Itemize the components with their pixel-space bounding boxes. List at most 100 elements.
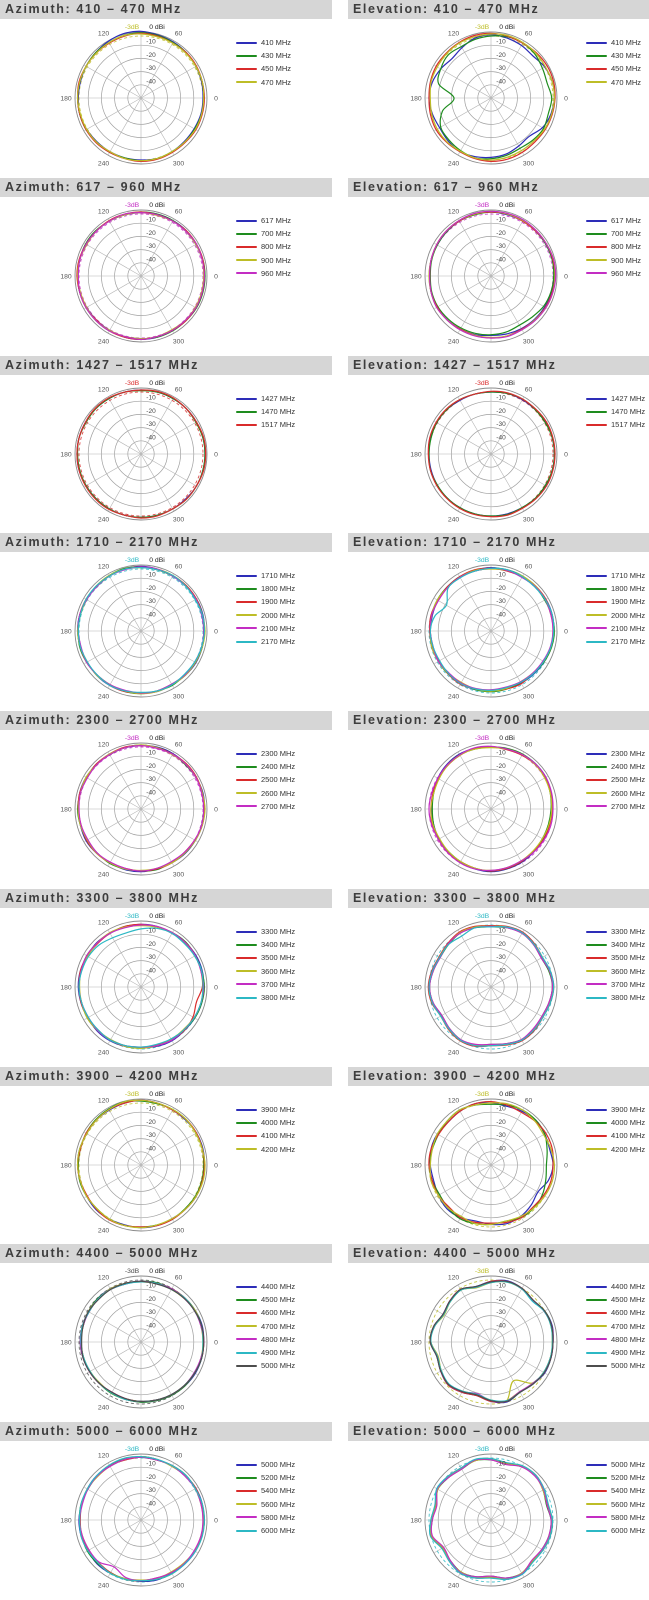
angle-tick-label: 300 (173, 1404, 185, 1411)
polar-grid-spoke (83, 1486, 199, 1554)
legend-label: 1517 MHz (261, 420, 296, 430)
minus3db-label: -3dB (125, 557, 140, 564)
radial-tick-label: -20 (146, 52, 156, 59)
radial-tick-label: -20 (496, 1296, 506, 1303)
legend-label: 5200 MHz (611, 1473, 646, 1483)
legend-label: 4600 MHz (261, 1308, 296, 1318)
legend-item: 2700 MHz (236, 800, 295, 813)
azimuth-header: Azimuth: 410 – 470 MHz (0, 0, 332, 19)
legend-line-swatch (236, 614, 257, 617)
angle-tick-label: 300 (523, 516, 535, 523)
legend-line-swatch (586, 752, 607, 755)
legend-label: 900 MHz (611, 255, 642, 265)
legend-label: 2400 MHz (261, 762, 296, 772)
legend-label: 4000 MHz (611, 1118, 646, 1128)
legend-label: 1800 MHz (611, 584, 646, 594)
legend-line-swatch (236, 956, 257, 959)
radial-tick-label: -10 (496, 1106, 506, 1113)
legend-item: 3500 MHz (586, 951, 645, 964)
radial-tick-label: -10 (146, 395, 156, 402)
angle-tick-label: 240 (98, 1582, 110, 1589)
zero-dbi-label: 0 dBi (149, 1091, 165, 1098)
angle-tick-label: 120 (448, 1452, 460, 1459)
legend-line-swatch (236, 996, 257, 999)
angle-tick-label: 300 (523, 338, 535, 345)
zero-dbi-label: 0 dBi (149, 1268, 165, 1275)
legend-item: 4900 MHz (586, 1346, 645, 1359)
angle-tick-label: 300 (523, 1227, 535, 1234)
angle-tick-label: 240 (98, 338, 110, 345)
legend-line-swatch (586, 1325, 607, 1328)
angle-tick-label: 300 (173, 871, 185, 878)
angle-tick-label: 240 (448, 1049, 460, 1056)
legend-line-swatch (236, 219, 257, 222)
band-row: Azimuth: 5000 – 6000 MHz Elevation: 5000 … (0, 1422, 649, 1600)
radial-tick-label: -10 (496, 39, 506, 46)
elevation-polar-chart: 0 60 120 180 240 300 -10 -20 -30 -40 0 dBi -3dB (410, 735, 568, 878)
polar-charts-canvas: 0 60 120 180 240 300 -10 -20 -30 -40 0 dBi -3dB 0 60 1… (60, 24, 568, 167)
angle-tick-label: 240 (98, 1049, 110, 1056)
legend-item: 2100 MHz (586, 622, 645, 635)
legend-line-swatch (586, 41, 607, 44)
angle-tick-label: 180 (60, 95, 72, 102)
radial-tick-label: -30 (496, 598, 506, 605)
legend-line-swatch (236, 1311, 257, 1314)
legend-line-swatch (586, 1121, 607, 1124)
angle-tick-label: 240 (98, 1404, 110, 1411)
series-line (79, 1455, 205, 1582)
angle-tick-label: 240 (448, 338, 460, 345)
azimuth-legend: 3900 MHz 4000 MHz 4100 MHz 4200 MHz (236, 1103, 295, 1156)
legend-item: 4600 MHz (586, 1306, 645, 1319)
legend-line-swatch (586, 930, 607, 933)
minus3db-label: -3dB (125, 202, 140, 209)
azimuth-polar-chart: 0 60 120 180 240 300 -10 -20 -30 -40 0 dBi -3dB (60, 380, 218, 523)
legend-line-swatch (236, 54, 257, 57)
radial-tick-label: -30 (496, 421, 506, 428)
legend-line-swatch (236, 67, 257, 70)
legend-line-swatch (236, 81, 257, 84)
legend-item: 410 MHz (236, 36, 291, 49)
angle-tick-label: 60 (175, 386, 183, 393)
angle-tick-label: 120 (448, 30, 460, 37)
legend-item: 5400 MHz (236, 1484, 295, 1497)
legend-label: 5000 MHz (261, 1460, 296, 1470)
legend-line-swatch (586, 1311, 607, 1314)
radial-tick-label: -20 (496, 52, 506, 59)
angle-tick-label: 60 (175, 1452, 183, 1459)
azimuth-header: Azimuth: 2300 – 2700 MHz (0, 711, 332, 730)
series-line (77, 211, 205, 340)
legend-label: 1427 MHz (261, 394, 296, 404)
angle-tick-label: 120 (448, 563, 460, 570)
angle-tick-label: 300 (173, 516, 185, 523)
radial-tick-label: -30 (496, 776, 506, 783)
polar-grid-spoke (433, 64, 549, 132)
legend-item: 3700 MHz (586, 978, 645, 991)
legend-label: 3700 MHz (261, 979, 296, 989)
angle-tick-label: 240 (448, 1227, 460, 1234)
legend-line-swatch (586, 1338, 607, 1341)
angle-tick-label: 0 (564, 628, 568, 635)
angle-tick-label: 240 (98, 693, 110, 700)
azimuth-legend: 1710 MHz 1800 MHz 1900 MHz 2000 MHz 2100 MHz… (236, 569, 295, 648)
legend-line-swatch (236, 1298, 257, 1301)
radial-tick-label: -30 (496, 65, 506, 72)
polar-grid-spoke (433, 1486, 549, 1554)
legend-item: 470 MHz (236, 76, 291, 89)
legend-label: 1427 MHz (611, 394, 646, 404)
legend-item: 450 MHz (586, 62, 641, 75)
legend-label: 3300 MHz (261, 927, 296, 937)
zero-dbi-label: 0 dBi (499, 1091, 515, 1098)
legend-line-swatch (236, 1325, 257, 1328)
legend-item: 1710 MHz (586, 569, 645, 582)
legend-label: 3400 MHz (261, 940, 296, 950)
legend-line-swatch (236, 970, 257, 973)
angle-tick-label: 180 (410, 1162, 422, 1169)
elevation-legend: 4400 MHz 4500 MHz 4600 MHz 4700 MHz 4800 MHz… (586, 1280, 645, 1372)
radial-tick-label: -10 (146, 928, 156, 935)
legend-item: 4000 MHz (236, 1116, 295, 1129)
legend-label: 4700 MHz (261, 1321, 296, 1331)
angle-tick-label: 0 (564, 273, 568, 280)
legend-item: 5400 MHz (586, 1484, 645, 1497)
legend-label: 4900 MHz (611, 1348, 646, 1358)
